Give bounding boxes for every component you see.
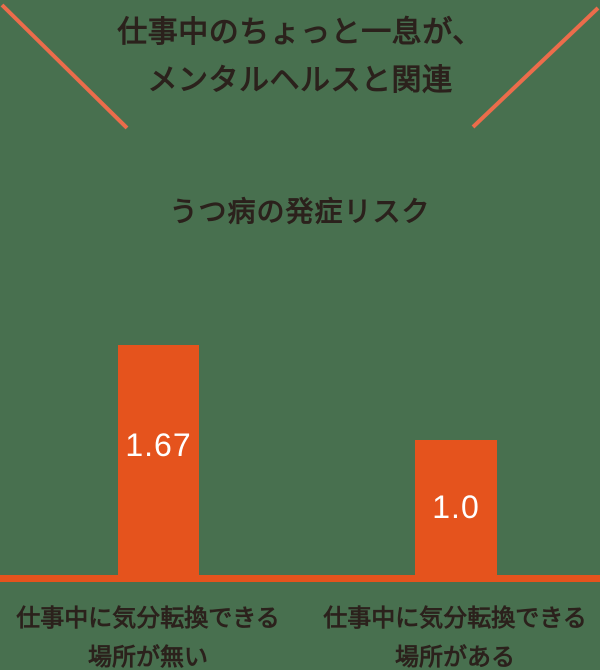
bar-value-label-has-place: 1.0: [432, 489, 480, 525]
left-diagonal-line-icon: [0, 3, 129, 130]
category-label-no-place: 仕事中に気分転換できる 場所が無い: [0, 599, 298, 670]
category-label-has-place-line-2: 場所がある: [395, 644, 515, 670]
right-diagonal-line-icon: [471, 6, 600, 129]
chart-baseline: [0, 575, 600, 582]
category-label-has-place: 仕事中に気分転換できる 場所がある: [305, 599, 600, 670]
category-label-no-place-line-2: 場所が無い: [88, 644, 208, 670]
category-label-has-place-line-1: 仕事中に気分転換できる: [323, 605, 587, 632]
chart-title: うつ病の発症リスク: [169, 196, 431, 227]
category-label-no-place-line-1: 仕事中に気分転換できる: [16, 605, 280, 632]
page-title-line-1: 仕事中のちょっと一息が、: [117, 16, 483, 49]
page-title: 仕事中のちょっと一息が、 メンタルヘルスと関連: [0, 9, 600, 105]
page-title-line-2: メンタルヘルスと関連: [147, 64, 453, 97]
bar-has-refresh-place: 1.0: [415, 440, 497, 575]
bar-value-label-no-place: 1.67: [125, 426, 192, 463]
bar-no-refresh-place: 1.67: [118, 345, 199, 575]
